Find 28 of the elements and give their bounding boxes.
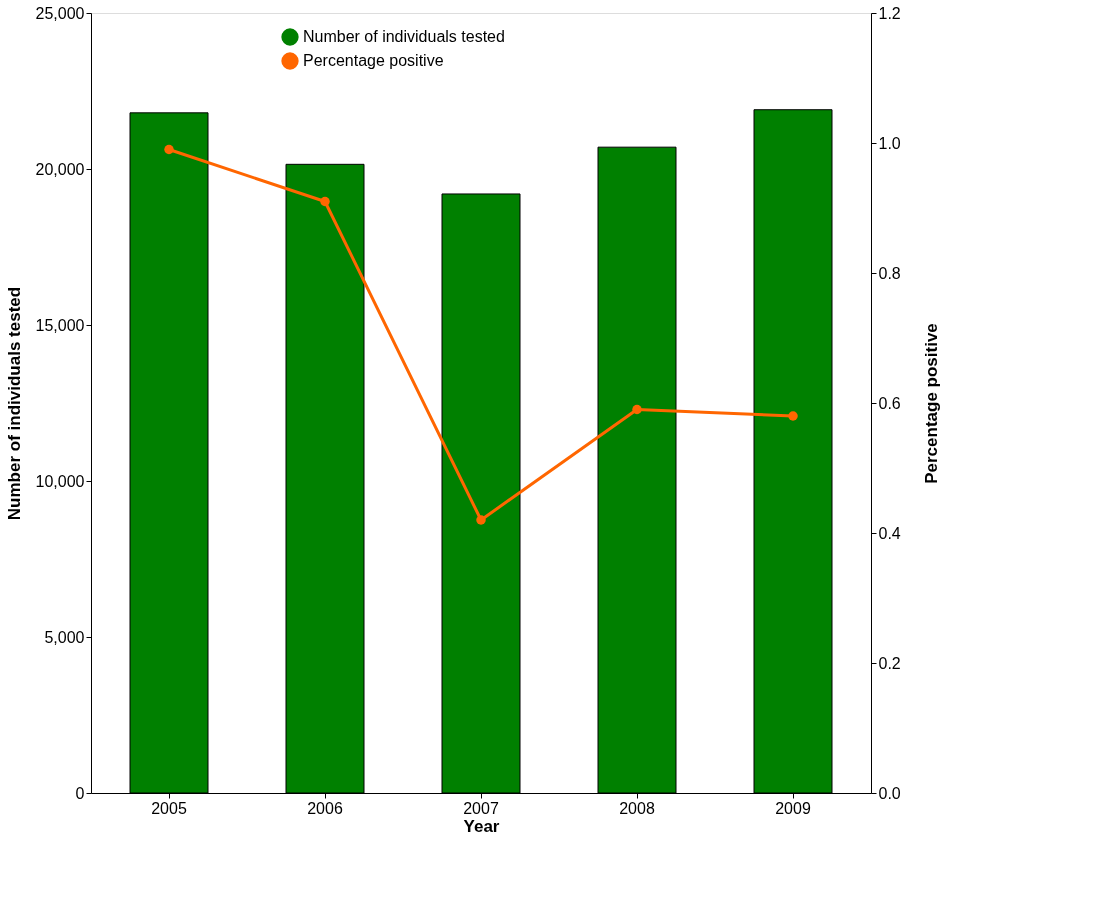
point xyxy=(788,411,798,421)
y-tick-label: 5,000 xyxy=(44,628,85,646)
y2-tick-label: 0.4 xyxy=(878,524,901,542)
y-axis-title: Number of individuals tested xyxy=(4,286,24,521)
y2-tick-label: 0.6 xyxy=(878,394,901,412)
y2-tick-label: 0.0 xyxy=(878,784,901,802)
y-tick-label: 0 xyxy=(75,784,85,802)
x-tick-label: 2009 xyxy=(775,799,811,817)
y2-tick-label: 0.8 xyxy=(878,264,901,282)
x-tick-label: 2007 xyxy=(463,799,499,817)
y-tick-label: 20,000 xyxy=(35,160,85,178)
point xyxy=(164,144,174,155)
y2-tick-label: 1.0 xyxy=(878,134,901,152)
point xyxy=(320,196,330,207)
legend-label: Number of individuals tested xyxy=(303,28,505,45)
legend-label: Percentage positive xyxy=(303,52,444,69)
y2-tick-label: 0.2 xyxy=(878,654,901,672)
x-tick-label: 2006 xyxy=(307,799,343,817)
point xyxy=(476,515,486,525)
x-tick-label: 2008 xyxy=(619,799,655,817)
x-tick-label: 2005 xyxy=(151,799,187,817)
x-axis-title: Year xyxy=(463,816,500,836)
y2-axis-title: Percentage positive xyxy=(921,323,941,484)
point xyxy=(632,404,642,415)
y-tick-label: 25,000 xyxy=(35,4,85,22)
y2-tick-label: 1.2 xyxy=(878,4,901,22)
y-tick-label: 10,000 xyxy=(35,472,85,490)
y-tick-label: 15,000 xyxy=(35,316,85,334)
